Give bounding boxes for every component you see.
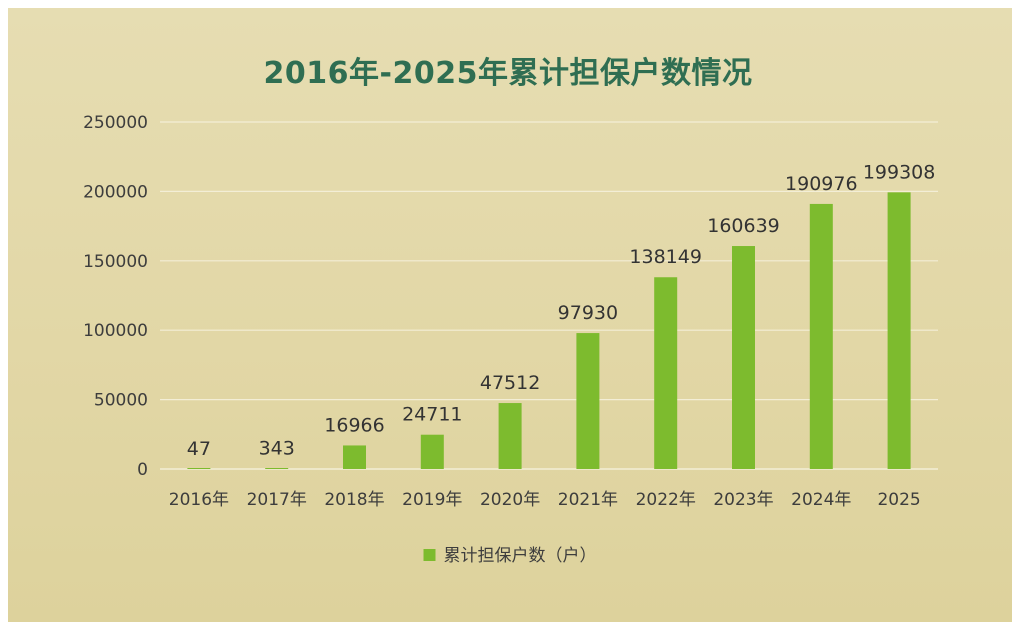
bar <box>343 445 366 469</box>
x-tick-label: 2019年 <box>402 490 462 510</box>
data-label: 199308 <box>863 161 936 183</box>
chart-panel: 2016年-2025年累计担保户数情况 0 50000 100000 150000 20… <box>8 8 1012 622</box>
y-tick-label: 150000 <box>83 252 148 272</box>
data-label: 16966 <box>324 414 384 436</box>
x-tick-label: 2022年 <box>636 490 696 510</box>
y-tick-label: 250000 <box>83 113 148 133</box>
bar <box>654 277 678 469</box>
bar <box>265 468 289 469</box>
x-tick-label: 2021年 <box>558 490 618 510</box>
bar <box>498 403 522 469</box>
data-label: 138149 <box>629 246 702 268</box>
bar <box>576 333 600 469</box>
x-tick-label: 2024年 <box>791 490 851 510</box>
x-tick-label: 2020年 <box>480 490 540 510</box>
x-tick-label: 2016年 <box>169 490 229 510</box>
data-label: 190976 <box>785 173 858 195</box>
data-label: 47 <box>187 438 211 460</box>
x-tick-label: 2025 <box>877 490 920 510</box>
bar <box>809 203 833 470</box>
data-label: 47512 <box>480 372 540 394</box>
x-tick-label: 2023年 <box>713 490 773 510</box>
y-tick-label: 200000 <box>83 182 148 202</box>
data-label: 343 <box>259 438 295 460</box>
bar <box>732 246 755 469</box>
y-tick-label: 50000 <box>94 391 148 411</box>
data-label: 97930 <box>558 302 618 324</box>
chart-title: 2016年-2025年累计担保户数情况 <box>263 56 753 91</box>
bar-chart: 0 50000 100000 150000 200000 250000 47 2016年 343… <box>83 113 938 566</box>
x-tick-label: 2018年 <box>324 490 384 510</box>
x-tick-label: 2017年 <box>247 490 307 510</box>
legend-swatch <box>423 549 436 561</box>
y-tick-label: 0 <box>137 460 148 480</box>
legend-label: 累计担保户数（户） <box>444 546 597 566</box>
y-tick-label: 100000 <box>83 321 148 341</box>
bar <box>187 468 211 469</box>
data-label: 24711 <box>402 404 462 426</box>
bar <box>420 434 444 469</box>
bar <box>887 192 911 470</box>
data-label: 160639 <box>707 215 780 237</box>
